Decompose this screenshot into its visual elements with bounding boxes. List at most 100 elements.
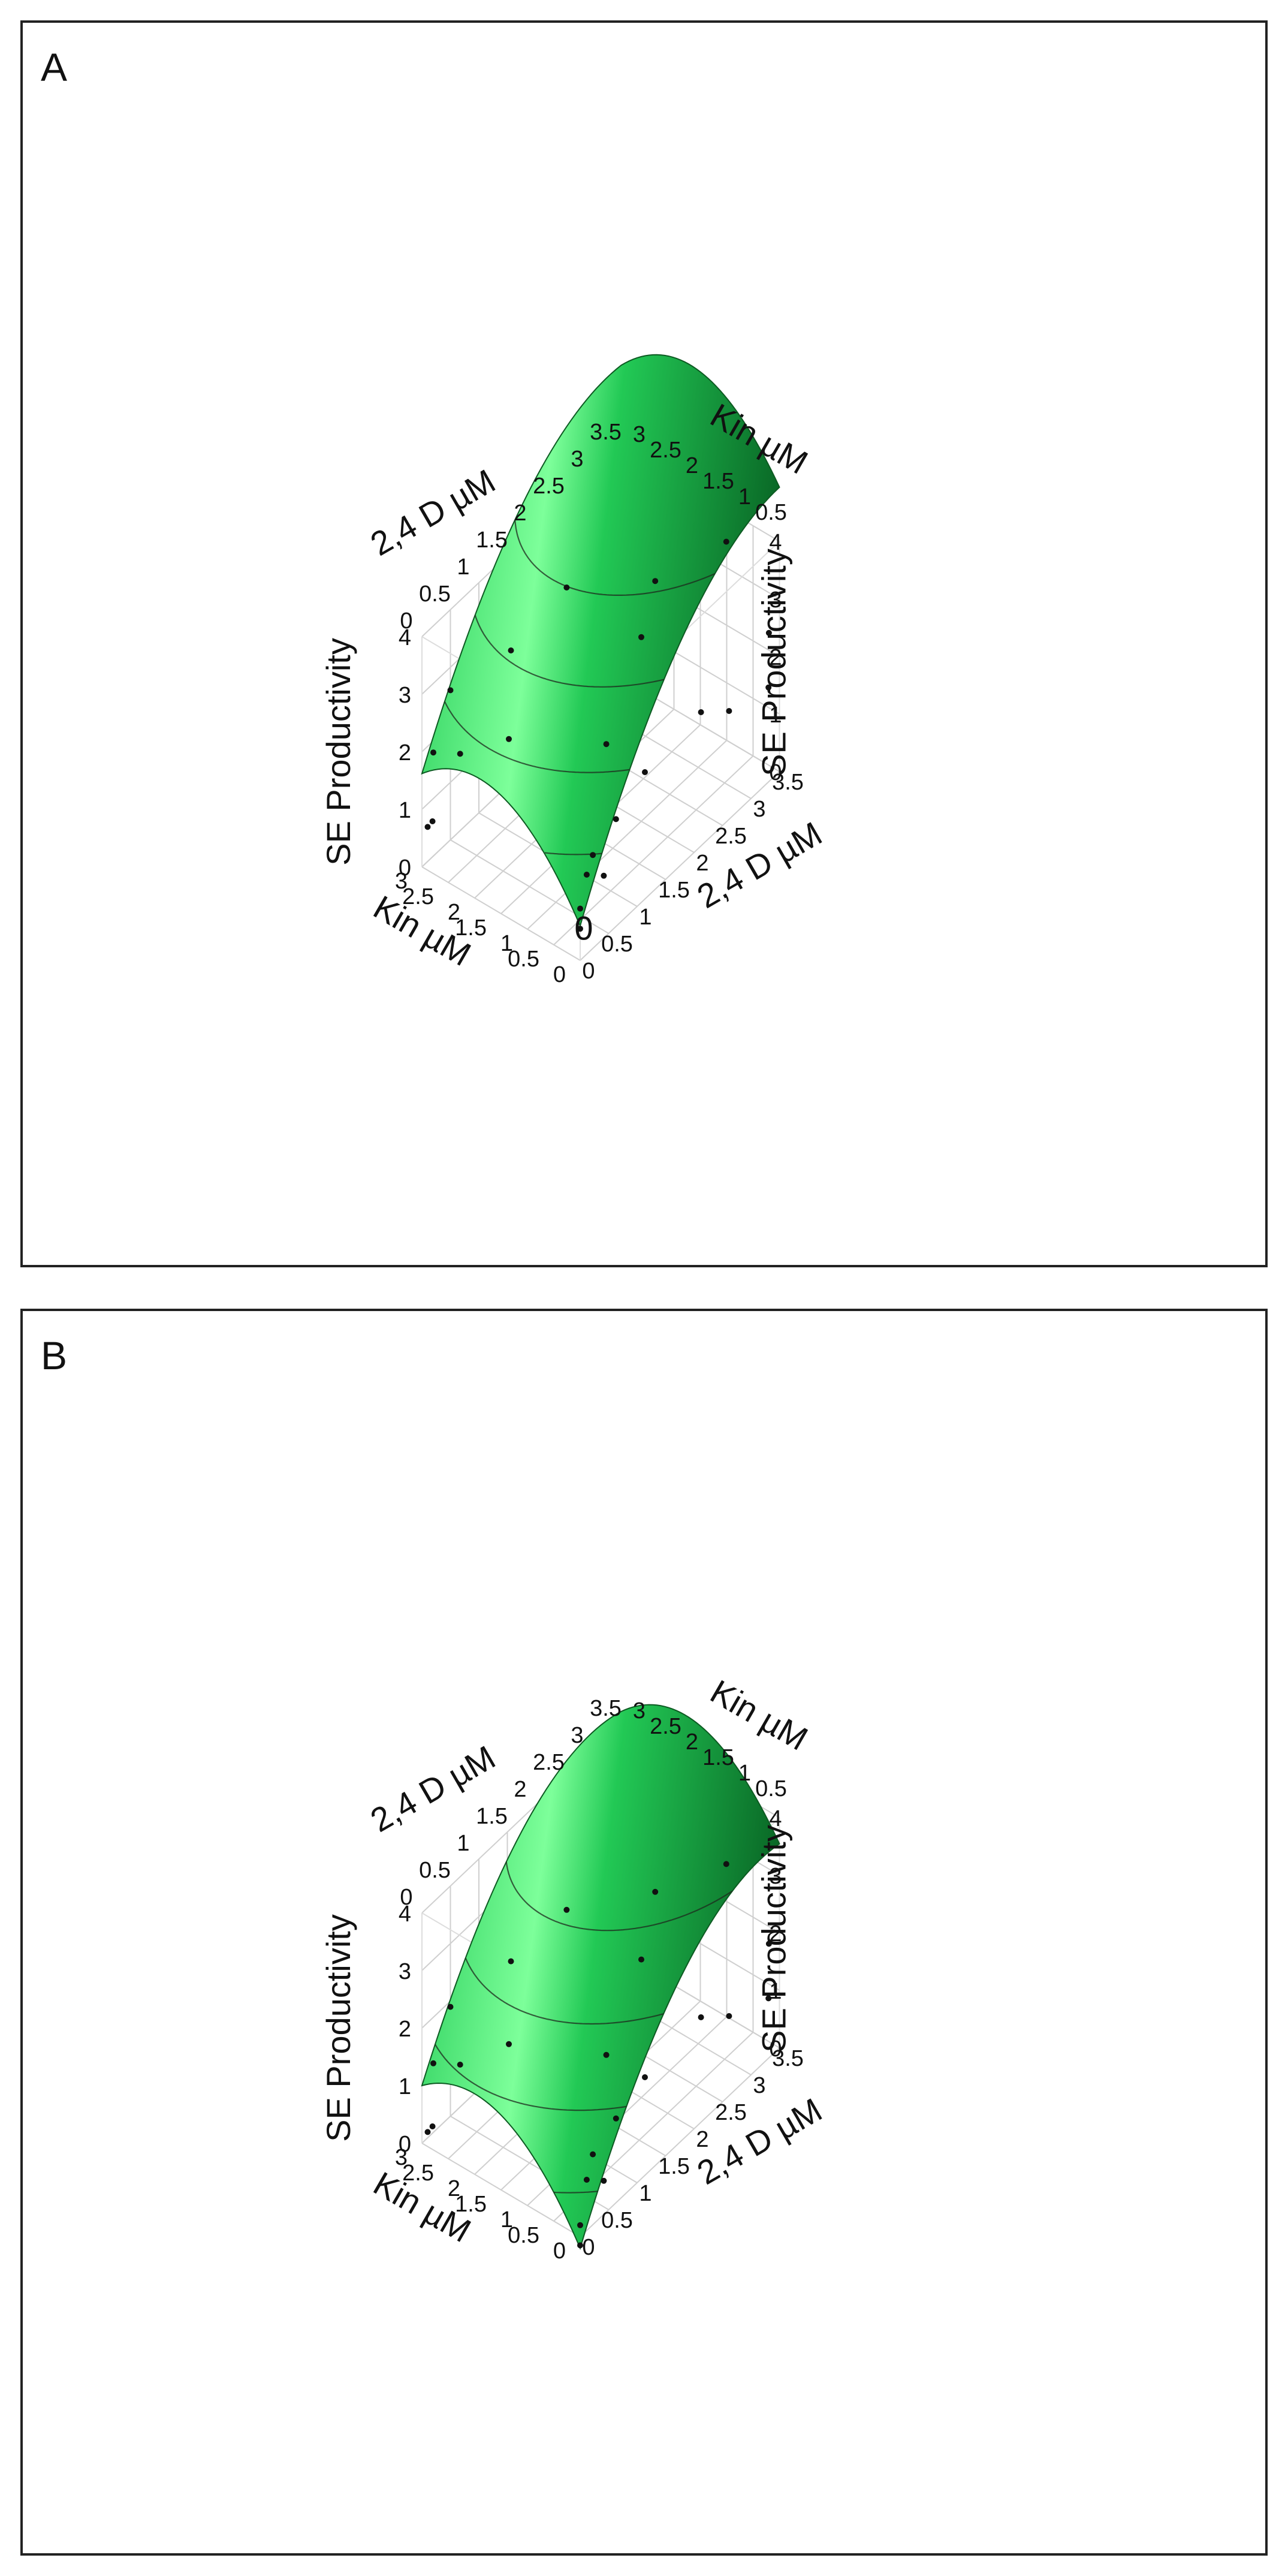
y-tick-label-top: 1 (738, 1761, 751, 1786)
x-tick-label-top: 2 (514, 1777, 526, 1802)
contour-line (505, 1861, 733, 1932)
data-point (447, 687, 454, 694)
z-axis-title-right: SE Productivity (755, 549, 793, 776)
z-tick-label-right: 3 (769, 1864, 782, 1889)
z-tick-label-left: 2 (399, 740, 411, 766)
y-tick-label: 3 (395, 2145, 408, 2170)
data-point (642, 2074, 648, 2080)
surface-plot-a: A000.511.522.533.500.511.522.53012340123… (20, 20, 1268, 1267)
data-point (726, 708, 732, 714)
data-point (603, 741, 610, 748)
contour-lines (444, 519, 716, 855)
x-tick-label-top: 1 (457, 1831, 469, 1856)
data-point (590, 852, 596, 858)
floor-grid-line (580, 2047, 780, 2237)
tick-labels: 00.511.522.533.500.511.522.5301234012340… (395, 1696, 804, 2264)
y-tick-label-top: 3 (633, 1698, 645, 1724)
tick-labels: 00.511.522.533.500.511.522.5301234012340… (395, 420, 804, 987)
x-tick-label-top: 1 (457, 555, 469, 580)
x-tick-label: 0.5 (601, 932, 633, 957)
y-tick-label: 3 (395, 869, 408, 894)
y-tick-label: 1 (500, 2207, 513, 2232)
data-point (447, 2003, 454, 2010)
data-point (590, 2151, 596, 2158)
contour-line (474, 614, 665, 688)
data-point (642, 769, 648, 775)
data-point (652, 1888, 659, 1895)
y-tick-label-top: 2 (686, 1730, 698, 1755)
x-tick-label-top: 0 (400, 608, 412, 634)
data-point (638, 1956, 644, 1963)
response-surface (421, 354, 780, 928)
panel-letter: B (41, 1333, 67, 1378)
z-tick-label-right: 1 (769, 1979, 782, 2004)
panel-letter: A (41, 45, 67, 89)
y-tick-label-top: 3 (633, 422, 645, 447)
data-point (723, 1861, 729, 1867)
x-axis-title: 2,4 D µM (690, 814, 828, 915)
x-tick-label: 1.5 (658, 2154, 690, 2179)
contour-lines (435, 1861, 733, 2194)
contour-line (553, 2191, 598, 2194)
data-point (583, 2177, 590, 2183)
data-point (601, 2177, 607, 2184)
z-tick-label-left: 0 (399, 2132, 411, 2157)
data-point (601, 872, 607, 879)
x-tick-label-top: 3 (571, 447, 583, 472)
y-tick-label-top: 2 (686, 453, 698, 478)
data-point (457, 2062, 463, 2068)
data-point (698, 2014, 704, 2020)
data-point (429, 2123, 436, 2129)
y-tick-label: 2 (448, 900, 460, 925)
x-tick-label: 0.5 (601, 2208, 633, 2233)
data-point (508, 1958, 514, 1965)
data-point (765, 684, 772, 691)
panel-b: B 0 0.5 1 1.5 2 2.5 3 3.5 0 0.5 1 1.5 2 2.5 3 0 1 2 3 4 0 1 2 3 4… (0, 1288, 1288, 2576)
data-point (577, 2222, 583, 2228)
data-point (652, 578, 659, 585)
z-axis-title-left: SE Productivity (319, 1914, 357, 2142)
x-axis-title: 2,4 D µM (690, 2090, 828, 2192)
data-point (429, 818, 436, 824)
data-point (577, 905, 583, 912)
z-tick-label-left: 3 (399, 683, 411, 708)
data-point (723, 538, 729, 545)
z-tick-label-left: 0 (399, 855, 411, 881)
data-point (508, 647, 514, 653)
x-tick-label-top: 1.5 (476, 528, 508, 553)
data-point (424, 2129, 431, 2135)
data-point (638, 634, 644, 640)
y-tick-label: 1.5 (455, 2192, 487, 2217)
data-point (765, 1995, 772, 2002)
y-tick-label: 1.5 (455, 915, 487, 941)
x-tick-label-top: 2.5 (533, 474, 565, 499)
z-tick-label-right: 3 (769, 587, 782, 613)
y-tick-label: 0 (553, 962, 566, 987)
data-point (457, 751, 463, 757)
data-point (765, 1941, 772, 1947)
x-tick-label: 2.5 (715, 824, 747, 849)
z-tick-label-right: 4 (769, 530, 782, 555)
x-tick-label: 0 (582, 2235, 595, 2260)
x-tick-label: 0 (582, 959, 595, 984)
y-tick-label: 2.5 (402, 2161, 434, 2186)
z-tick-label-right: 4 (769, 1806, 782, 1831)
contour-line (514, 519, 716, 596)
z-tick-label-left: 2 (399, 2017, 411, 2042)
y-tick-label-top: 1.5 (702, 469, 734, 494)
y-tick-label-top: 0.5 (755, 500, 787, 525)
z-tick-label-right: 2 (769, 1921, 782, 1947)
surface-plot-b: B00.511.522.533.500.511.522.530123401234… (20, 1309, 1268, 2556)
z-tick-label-right: 0 (769, 2036, 782, 2062)
z-axis-title-right: SE Productivity (755, 1825, 793, 2053)
panel-frame (20, 20, 1268, 1267)
response-surface (421, 1704, 780, 2250)
z-axis-title-left: SE Productivity (319, 638, 357, 866)
data-point (577, 2242, 583, 2249)
data-point (506, 736, 512, 742)
contour-line (435, 2044, 627, 2111)
y-tick-label-top: 1 (738, 484, 751, 510)
observed-points (424, 538, 772, 932)
data-point (726, 2013, 732, 2019)
z-tick-label-right: 2 (769, 645, 782, 670)
